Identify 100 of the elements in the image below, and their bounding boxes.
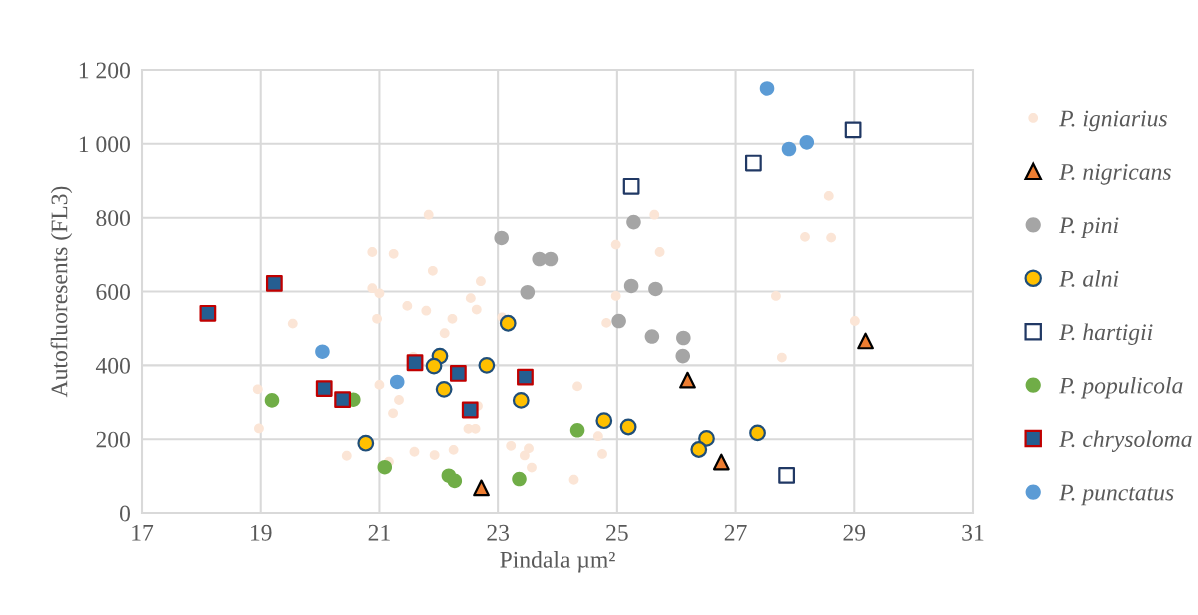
point <box>744 154 762 172</box>
legend-label: P. hartigii <box>1059 323 1153 345</box>
point <box>800 231 810 242</box>
point <box>374 288 385 299</box>
point <box>425 357 443 375</box>
point <box>315 380 333 397</box>
y-tick-label: 200 <box>96 431 130 448</box>
point <box>439 328 450 339</box>
point <box>595 412 613 430</box>
point <box>524 443 534 454</box>
x-tick-label: 19 <box>250 524 272 541</box>
x-tick-label: 21 <box>368 524 390 541</box>
point <box>690 441 708 458</box>
point <box>427 265 438 276</box>
point <box>749 424 766 442</box>
point <box>254 423 264 434</box>
point <box>429 450 440 460</box>
point <box>334 391 352 409</box>
point <box>478 356 496 374</box>
point <box>265 274 283 292</box>
point <box>315 344 330 359</box>
point <box>771 291 781 301</box>
point <box>592 431 603 442</box>
legend-label: P. chrysoloma <box>1059 430 1192 452</box>
point <box>409 446 420 457</box>
point <box>776 352 787 363</box>
point <box>449 365 467 382</box>
y-axis-title: Autofluoresents (FL3) <box>50 186 73 398</box>
legend-label: P. alni <box>1059 270 1119 287</box>
point <box>698 430 715 447</box>
legend-label: P. igniarius <box>1059 110 1167 132</box>
point <box>857 332 874 350</box>
legend-label: P. punctatus <box>1059 484 1174 506</box>
y-tick-label: 0 <box>119 505 130 522</box>
point <box>626 214 641 230</box>
point <box>367 283 378 294</box>
point <box>473 479 490 497</box>
point <box>826 232 837 243</box>
point <box>406 354 424 372</box>
point <box>572 381 582 392</box>
point <box>287 318 298 329</box>
point <box>676 330 691 346</box>
y-tick-label: 600 <box>96 283 130 300</box>
point <box>611 313 626 329</box>
point <box>264 393 280 408</box>
point <box>519 450 530 461</box>
point <box>675 348 691 364</box>
point <box>423 209 434 220</box>
x-tick-label: 29 <box>843 524 866 541</box>
point <box>476 276 486 287</box>
point <box>388 248 399 259</box>
point <box>448 444 459 455</box>
point <box>394 395 404 405</box>
point <box>506 440 517 451</box>
point <box>844 121 862 139</box>
point <box>601 317 612 328</box>
point <box>341 450 352 461</box>
point <box>199 304 217 322</box>
point <box>402 300 413 311</box>
point <box>527 462 537 473</box>
point <box>494 230 509 246</box>
point <box>568 474 579 485</box>
point <box>512 471 527 487</box>
legend-label: P. nigricans <box>1059 164 1171 185</box>
point <box>610 291 621 301</box>
point <box>679 371 696 389</box>
point <box>389 374 405 390</box>
point <box>654 247 665 257</box>
y-tick-label: 800 <box>96 210 130 227</box>
point <box>377 459 393 475</box>
point <box>465 293 476 304</box>
point <box>388 408 398 419</box>
y-tick-label: 1 200 <box>79 62 130 79</box>
point <box>543 251 559 267</box>
y-tick-label: 1 000 <box>79 136 130 153</box>
point <box>623 278 639 294</box>
x-tick-label: 31 <box>962 524 984 541</box>
point <box>520 284 536 300</box>
x-tick-label: 23 <box>487 524 510 541</box>
point <box>517 368 534 386</box>
point <box>372 313 382 324</box>
point <box>781 141 797 157</box>
x-tick-label: 27 <box>724 524 747 541</box>
point <box>597 449 607 459</box>
point <box>252 384 263 395</box>
legend-label: P. pini <box>1059 217 1119 239</box>
point <box>447 473 463 489</box>
x-tick-label: 25 <box>606 524 628 541</box>
point <box>367 247 378 257</box>
point <box>649 209 660 220</box>
point <box>619 418 637 436</box>
point <box>447 313 458 324</box>
point <box>712 453 730 471</box>
point <box>759 81 775 96</box>
y-tick-label: 400 <box>95 357 130 374</box>
point <box>461 401 479 419</box>
point <box>357 434 375 452</box>
point <box>471 304 482 315</box>
point <box>569 423 585 438</box>
point <box>799 135 815 150</box>
